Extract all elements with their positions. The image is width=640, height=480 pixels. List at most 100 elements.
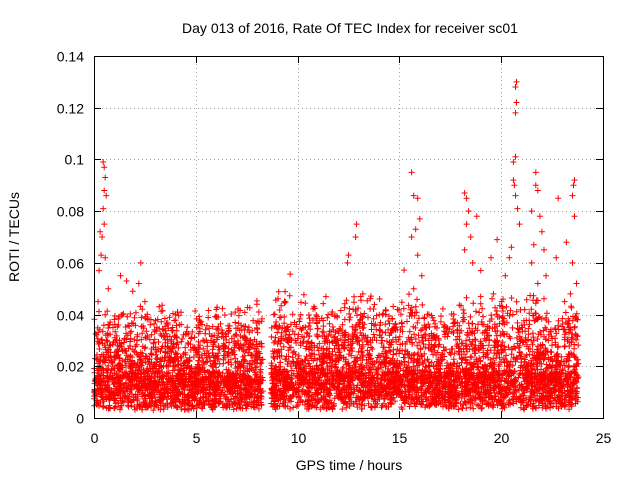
data-point bbox=[181, 385, 187, 392]
data-point bbox=[191, 334, 198, 341]
data-point bbox=[201, 367, 208, 374]
data-point bbox=[412, 303, 419, 310]
data-point bbox=[183, 357, 190, 364]
data-point bbox=[421, 357, 428, 364]
data-point bbox=[158, 393, 165, 400]
data-point bbox=[200, 337, 206, 344]
data-point bbox=[109, 360, 116, 367]
data-point bbox=[208, 372, 215, 379]
data-point bbox=[258, 377, 265, 384]
data-point bbox=[197, 376, 203, 383]
data-point bbox=[386, 313, 392, 320]
data-point bbox=[149, 366, 156, 373]
data-point bbox=[162, 343, 169, 350]
data-point bbox=[155, 381, 162, 388]
data-point bbox=[172, 398, 179, 404]
data-point bbox=[160, 326, 167, 333]
data-point bbox=[217, 391, 224, 398]
data-point bbox=[99, 402, 106, 409]
data-point bbox=[121, 358, 128, 365]
data-point bbox=[146, 336, 153, 343]
data-point bbox=[245, 343, 252, 350]
data-point bbox=[241, 357, 248, 364]
data-point bbox=[166, 314, 173, 321]
data-point bbox=[217, 380, 224, 387]
data-point bbox=[293, 403, 300, 410]
data-point bbox=[148, 331, 155, 338]
data-point bbox=[513, 298, 520, 305]
data-point bbox=[124, 332, 131, 339]
data-point bbox=[238, 389, 245, 396]
data-point bbox=[230, 406, 237, 413]
data-point bbox=[144, 365, 151, 372]
data-point bbox=[206, 325, 213, 332]
data-point bbox=[163, 369, 170, 376]
data-point bbox=[437, 318, 444, 325]
data-point bbox=[244, 304, 251, 311]
data-point bbox=[366, 350, 373, 357]
data-point bbox=[104, 367, 111, 374]
data-point bbox=[94, 335, 101, 342]
data-point bbox=[543, 310, 550, 317]
data-point bbox=[158, 308, 165, 315]
data-point bbox=[415, 350, 422, 356]
data-point bbox=[100, 322, 107, 329]
data-point bbox=[185, 341, 192, 348]
data-point bbox=[106, 395, 113, 402]
data-point bbox=[180, 331, 187, 338]
data-point bbox=[235, 344, 242, 351]
data-point bbox=[210, 352, 217, 359]
data-point bbox=[211, 384, 218, 391]
data-point bbox=[281, 320, 288, 327]
data-point bbox=[168, 377, 175, 384]
data-point bbox=[287, 271, 294, 278]
data-point bbox=[132, 406, 138, 413]
data-point bbox=[114, 375, 121, 382]
data-point bbox=[126, 390, 133, 397]
data-point bbox=[130, 320, 137, 327]
data-point bbox=[216, 346, 223, 353]
data-point bbox=[253, 320, 260, 326]
data-point bbox=[249, 327, 256, 334]
data-point bbox=[226, 322, 233, 329]
data-point bbox=[125, 373, 132, 380]
data-point bbox=[158, 318, 165, 325]
data-point bbox=[204, 347, 211, 354]
data-point bbox=[206, 378, 213, 385]
data-point bbox=[208, 362, 215, 369]
data-point bbox=[159, 379, 166, 386]
data-point bbox=[251, 376, 258, 383]
data-point bbox=[465, 332, 472, 339]
data-point bbox=[191, 374, 198, 381]
data-point bbox=[100, 372, 107, 379]
data-point bbox=[150, 407, 157, 414]
data-point bbox=[175, 344, 182, 351]
data-point bbox=[276, 307, 283, 313]
data-point bbox=[442, 329, 449, 336]
data-point bbox=[251, 358, 258, 364]
data-point bbox=[154, 355, 161, 361]
data-point bbox=[237, 404, 244, 411]
data-point bbox=[394, 346, 401, 353]
data-point bbox=[286, 331, 293, 338]
data-point bbox=[101, 378, 108, 385]
data-point bbox=[394, 306, 401, 313]
data-point bbox=[256, 386, 263, 393]
data-point bbox=[515, 374, 522, 381]
data-point bbox=[253, 398, 260, 404]
data-point bbox=[387, 348, 394, 355]
data-point bbox=[250, 317, 257, 324]
data-point bbox=[242, 392, 249, 399]
data-point bbox=[131, 383, 138, 390]
data-point bbox=[143, 385, 149, 392]
data-point bbox=[165, 393, 172, 400]
data-point bbox=[184, 393, 191, 400]
data-point bbox=[139, 330, 146, 337]
data-point bbox=[231, 388, 238, 395]
data-point bbox=[540, 327, 547, 334]
data-point bbox=[257, 359, 264, 366]
data-point bbox=[232, 331, 239, 338]
data-point bbox=[241, 352, 248, 359]
